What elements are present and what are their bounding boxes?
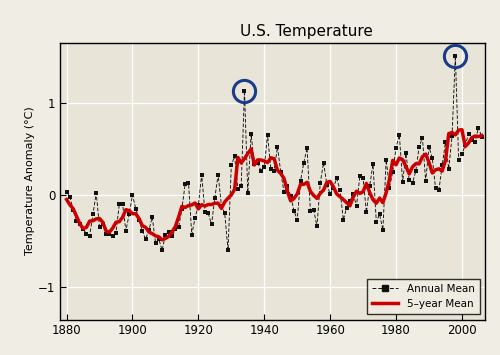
Line: Annual Mean: Annual Mean (64, 53, 484, 252)
5–year Mean (314, 196, 320, 201)
Title: U.S. Temperature: U.S. Temperature (240, 24, 373, 39)
5–year Mean (478, 133, 484, 138)
5–year Mean (84, 225, 89, 230)
Annual Mean (452, 53, 458, 58)
5–year Mean (452, 133, 458, 137)
5–year Mean (308, 189, 314, 193)
Annual Mean (314, 224, 320, 228)
Annual Mean (478, 135, 484, 139)
Annual Mean (64, 190, 70, 194)
Annual Mean (416, 145, 422, 149)
5–year Mean (159, 237, 165, 242)
Annual Mean (456, 158, 462, 162)
5–year Mean (459, 127, 465, 132)
5–year Mean (64, 197, 70, 202)
Line: 5–year Mean: 5–year Mean (66, 130, 482, 240)
Annual Mean (330, 185, 336, 190)
Legend: Annual Mean, 5–year Mean: Annual Mean, 5–year Mean (367, 279, 480, 314)
Annual Mean (159, 248, 165, 252)
5–year Mean (416, 162, 422, 166)
5–year Mean (330, 185, 336, 189)
Annual Mean (308, 208, 314, 213)
Annual Mean (84, 231, 89, 236)
Y-axis label: Temperature Anomaly (°C): Temperature Anomaly (°C) (25, 106, 35, 256)
